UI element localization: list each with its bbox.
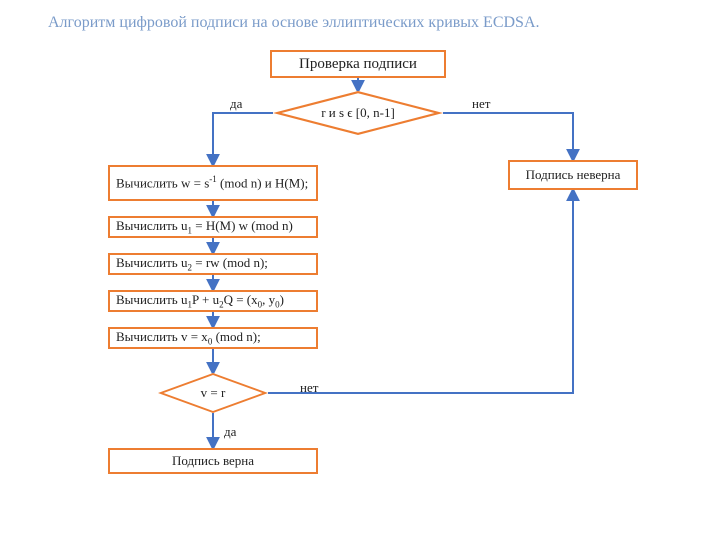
node-step1-label: Вычислить w = s-1 (mod n) и H(M);	[116, 174, 308, 191]
page-title: Алгоритм цифровой подписи на основе элли…	[48, 14, 540, 32]
edge-label-yes-1: да	[230, 96, 242, 112]
node-step-compute-u2: Вычислить u2 = rw (mod n);	[108, 253, 318, 275]
node-start: Проверка подписи	[270, 50, 446, 78]
node-step-compute-v: Вычислить v = x0 (mod n);	[108, 327, 318, 349]
node-step3-label: Вычислить u2 = rw (mod n);	[116, 255, 268, 273]
node-step-compute-u1: Вычислить u1 = H(M) w (mod n)	[108, 216, 318, 238]
edge-e_cond1_no	[443, 113, 573, 160]
node-step-compute-w: Вычислить w = s-1 (mod n) и H(M);	[108, 165, 318, 201]
edge-e_cond1_yes	[213, 113, 273, 165]
node-decision-vr-label: v = r	[158, 385, 268, 401]
node-signature-invalid-label: Подпись неверна	[526, 167, 621, 183]
node-start-label: Проверка подписи	[299, 56, 417, 73]
edge-label-no-1: нет	[472, 96, 490, 112]
node-signature-valid-label: Подпись верна	[172, 453, 254, 469]
node-signature-valid: Подпись верна	[108, 448, 318, 474]
node-step4-label: Вычислить u1P + u2Q = (x0, y0)	[116, 292, 284, 310]
edge-label-no-2: нет	[300, 380, 318, 396]
edge-label-yes-2: да	[224, 424, 236, 440]
node-step2-label: Вычислить u1 = H(M) w (mod n)	[116, 218, 293, 236]
node-decision-range-label: r и s ϵ [0, n-1]	[273, 105, 443, 121]
node-step-compute-point: Вычислить u1P + u2Q = (x0, y0)	[108, 290, 318, 312]
node-signature-invalid: Подпись неверна	[508, 160, 638, 190]
node-step5-label: Вычислить v = x0 (mod n);	[116, 329, 261, 347]
